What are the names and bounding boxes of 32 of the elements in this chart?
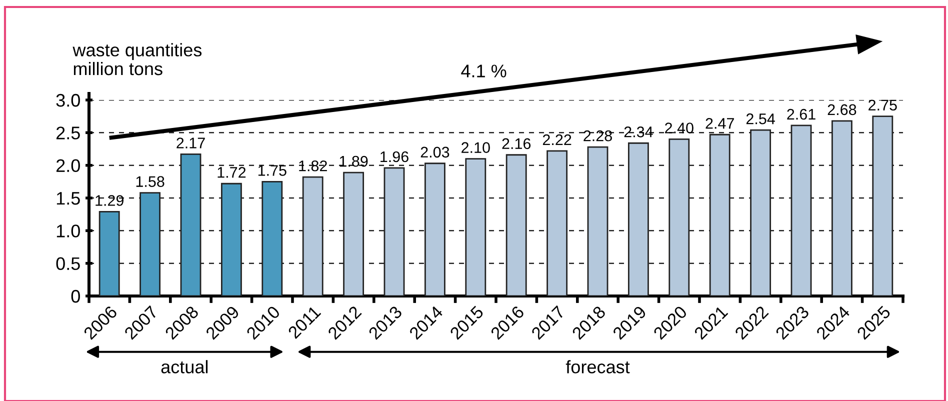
y-tick-label: 1.0 [56,224,80,238]
data-label: 1.82 [299,160,327,172]
data-label: 2.03 [420,146,450,158]
data-label: 1.89 [340,156,368,167]
data-label: 2.68 [828,104,856,116]
y-axis-title: waste quantities million tons [72,43,202,76]
data-label: 1.72 [218,167,246,178]
y-tick-label: 3.0 [56,94,80,107]
data-label: 2.40 [665,122,694,134]
data-label: 1.29 [96,195,124,206]
data-label: 2.54 [746,113,775,124]
y-tick-label: 1.5 [56,192,80,205]
data-label: 1.96 [380,151,408,162]
data-label: 1.75 [258,165,286,176]
y-tick-label: 0.5 [56,257,80,270]
y-tick-label: 2.0 [56,159,80,172]
y-tick-label: 0 [71,290,80,303]
y-tick-label: 2.5 [56,126,80,140]
data-label: 2.17 [176,138,205,148]
text: forecast [566,360,630,374]
text: 4.1 % [461,64,506,78]
data-label: 2.34 [624,126,653,138]
data-label: 2.10 [462,142,490,153]
data-label: 2.22 [542,134,572,146]
data-label: 2.28 [584,130,612,142]
data-label: 1.58 [136,176,164,187]
data-label: 2.47 [706,118,734,129]
bar [506,154,527,296]
text: actual [161,360,208,374]
data-label: 2.16 [502,138,531,150]
data-label: 2.61 [787,108,816,120]
data-label: 2.75 [868,100,897,111]
